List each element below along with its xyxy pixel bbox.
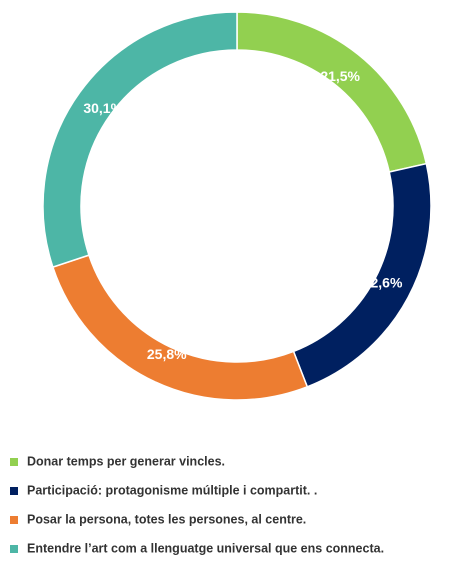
value-label: 25,8% bbox=[147, 346, 187, 362]
legend-label: Entendre l’art com a llenguatge universa… bbox=[27, 541, 384, 555]
value-label: 22,6% bbox=[363, 274, 403, 290]
value-label: 21,5% bbox=[320, 68, 360, 84]
legend-swatch bbox=[10, 516, 18, 524]
legend-swatch bbox=[10, 487, 18, 495]
legend-swatch bbox=[10, 458, 18, 466]
legend-label: Donar temps per generar vincles. bbox=[27, 454, 225, 468]
donut-segment bbox=[236, 11, 428, 173]
donut-segment bbox=[42, 11, 238, 269]
legend-label: Participació: protagonisme múltiple i co… bbox=[27, 483, 317, 497]
value-label: 30,1% bbox=[83, 100, 123, 116]
donut-segment bbox=[51, 254, 309, 401]
legend-label: Posar la persona, totes les persones, al… bbox=[27, 512, 306, 526]
legend-swatch bbox=[10, 545, 18, 553]
